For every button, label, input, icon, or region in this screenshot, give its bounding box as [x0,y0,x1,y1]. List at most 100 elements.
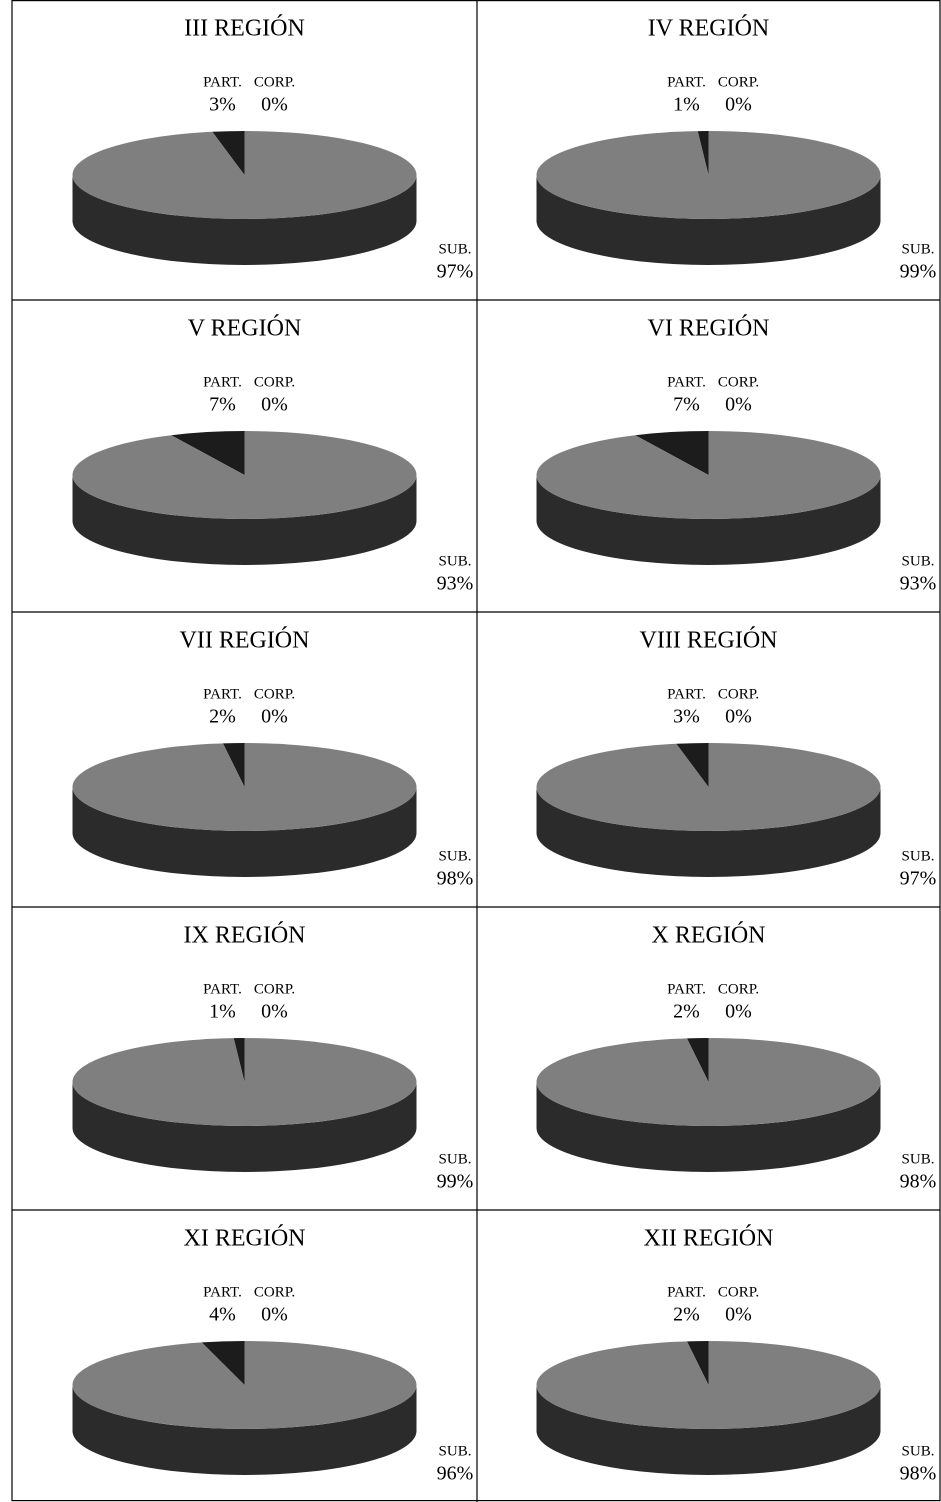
pie-slice [536,131,881,220]
pie-slice [171,431,245,475]
pie-side [72,1385,417,1475]
value-label: 97% [900,868,937,890]
pie-slice [233,1038,245,1082]
pie-slice [536,743,881,831]
slice-label: CORP. [254,374,295,390]
value-label: 93% [437,573,474,595]
pie-slice [536,1038,881,1126]
slice-label: SUB. [902,848,935,864]
pie-side [536,475,881,565]
slice-label: SUB. [902,1443,935,1459]
slice-label: CORP. [718,1284,759,1300]
value-label: 0% [261,1001,288,1023]
value-label: 7% [673,394,700,416]
chart-title: VII REGIÓN [180,627,310,654]
chart-title: X REGIÓN [652,922,766,949]
chart-title: XI REGIÓN [184,1225,306,1252]
slice-label: CORP. [254,981,295,997]
pie-side [72,175,417,265]
slice-label: PART. [667,74,706,90]
value-label: 99% [900,261,937,283]
value-label: 0% [725,394,752,416]
slice-label: CORP. [718,74,759,90]
pie-slice [686,1341,709,1385]
pie-slice [72,131,417,219]
pie-slice [635,431,709,475]
slice-label: PART. [667,1284,706,1300]
chart-title: IX REGIÓN [184,922,306,949]
chart-title: IV REGIÓN [648,15,770,42]
value-label: 98% [900,1463,937,1485]
slice-label: PART. [203,981,242,997]
value-label: 99% [437,1171,474,1193]
pie-side [72,1082,417,1172]
value-label: 3% [209,94,236,116]
slice-label: PART. [203,1284,242,1300]
grid-frame [11,0,941,1502]
slice-label: PART. [203,74,242,90]
chart-title: VIII REGIÓN [640,627,778,654]
pie-slice [72,431,417,520]
value-label: 2% [209,706,236,728]
value-label: 0% [725,94,752,116]
slice-label: SUB. [439,1151,472,1167]
value-label: 93% [900,573,937,595]
value-label: 98% [900,1171,937,1193]
value-label: 0% [725,1001,752,1023]
slice-label: CORP. [718,981,759,997]
pie-slice [201,1341,245,1385]
slice-label: PART. [667,981,706,997]
chart-title: VI REGIÓN [648,315,770,342]
pie-side [72,787,417,877]
slice-label: SUB. [439,553,472,569]
slice-label: SUB. [902,553,935,569]
pie-slice [72,743,417,832]
value-label: 0% [261,706,288,728]
value-label: 0% [261,394,288,416]
pie-slice [222,743,245,787]
slice-label: SUB. [902,241,935,257]
chart-title: III REGIÓN [184,15,305,42]
slice-label: CORP. [718,686,759,702]
value-label: 4% [209,1304,236,1326]
slice-label: SUB. [902,1151,935,1167]
pie-side [72,475,417,565]
pie-side [536,787,881,877]
pie-slice [686,1038,709,1082]
slice-label: SUB. [439,241,472,257]
slice-label: SUB. [439,848,472,864]
pie-slice [72,1341,417,1429]
value-label: 2% [673,1001,700,1023]
slice-label: SUB. [439,1443,472,1459]
pie-side [536,1082,881,1172]
value-label: 97% [437,261,474,283]
value-label: 0% [725,706,752,728]
pie-slice [536,431,881,519]
slice-label: PART. [203,374,242,390]
pie-slice [676,743,709,787]
slice-label: PART. [667,374,706,390]
pie-side [536,1385,881,1475]
pie-slice [72,1038,417,1126]
value-label: 1% [673,94,700,116]
value-label: 96% [437,1463,474,1485]
frame [11,0,941,1502]
chart-title: XII REGIÓN [644,1225,774,1252]
value-label: 98% [437,868,474,890]
chart-title: V REGIÓN [188,315,302,342]
pie-side [536,175,881,265]
value-label: 0% [261,94,288,116]
slice-label: CORP. [254,686,295,702]
value-label: 0% [725,1304,752,1326]
value-label: 1% [209,1001,236,1023]
pie-slice [212,131,245,175]
value-label: 3% [673,706,700,728]
slice-label: PART. [667,686,706,702]
value-label: 7% [209,394,236,416]
value-label: 2% [673,1304,700,1326]
slice-label: CORP. [254,1284,295,1300]
slice-label: PART. [203,686,242,702]
slice-label: CORP. [718,374,759,390]
slice-label: CORP. [254,74,295,90]
